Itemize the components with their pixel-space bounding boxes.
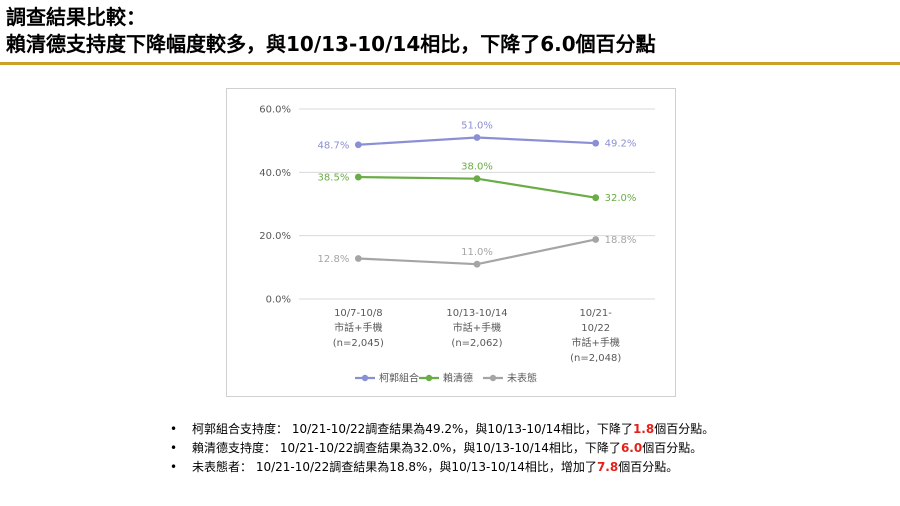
y-tick-label: 40.0% bbox=[259, 168, 291, 179]
data-point bbox=[354, 141, 362, 149]
bullet-mark: • bbox=[170, 441, 178, 455]
summary-value: 1.8 bbox=[632, 422, 655, 436]
summary-suffix: 個百分點。 bbox=[618, 460, 679, 474]
data-label: 49.2% bbox=[605, 139, 637, 150]
data-label: 48.7% bbox=[318, 140, 350, 151]
summary-value: 6.0 bbox=[620, 441, 643, 455]
page-subtitle: 賴清德支持度下降幅度較多，與10/13-10/14相比，下降了6.0個百分點 bbox=[6, 32, 656, 56]
bullet-mark: • bbox=[170, 460, 178, 474]
legend-label: 未表態 bbox=[507, 372, 537, 385]
summary-suffix: 個百分點。 bbox=[642, 441, 703, 455]
x-tick-label: 市話+手機 bbox=[571, 336, 619, 349]
x-tick-label: (n=2,048) bbox=[570, 353, 621, 364]
legend-marker bbox=[361, 374, 369, 382]
bullet-mark: • bbox=[170, 422, 178, 436]
y-tick-label: 0.0% bbox=[266, 295, 291, 306]
legend-label: 柯郭組合 bbox=[379, 372, 419, 385]
summary-text: 賴清德支持度： 10/21-10/22調查結果為32.0%，與10/13-10/… bbox=[192, 441, 621, 455]
x-tick-label: 10/7-10/8 bbox=[334, 308, 383, 319]
x-tick-label: (n=2,045) bbox=[333, 338, 384, 349]
title-block: 調查結果比較： 賴清德支持度下降幅度較多，與10/13-10/14相比，下降了6… bbox=[6, 4, 656, 58]
x-tick-label: 10/13-10/14 bbox=[446, 308, 507, 319]
data-point bbox=[473, 134, 481, 141]
summary-suffix: 個百分點。 bbox=[654, 422, 715, 436]
chart-frame: 0.0% 20.0% 40.0% 60.0% 10/7-10/8 市話+手機 (n=2,04… bbox=[226, 88, 676, 397]
x-tick-label: 市話+手機 bbox=[334, 321, 382, 334]
x-tick-label: (n=2,062) bbox=[451, 338, 502, 349]
summary-item: • 柯郭組合支持度： 10/21-10/22調查結果為49.2%，與10/13-1… bbox=[170, 420, 714, 439]
x-tick-label: 市話+手機 bbox=[453, 321, 501, 334]
data-label: 38.5% bbox=[318, 173, 350, 184]
page-title: 調查結果比較： bbox=[6, 5, 146, 29]
data-point bbox=[592, 236, 600, 243]
summary-value: 7.8 bbox=[596, 460, 619, 474]
y-tick-label: 60.0% bbox=[259, 105, 291, 116]
summary-item: • 賴清德支持度： 10/21-10/22調查結果為32.0%，與10/13-10… bbox=[170, 439, 714, 458]
legend-marker bbox=[489, 374, 497, 382]
x-tick-label: 10/21- bbox=[579, 308, 612, 319]
data-label: 32.0% bbox=[605, 193, 637, 204]
title-divider bbox=[0, 62, 900, 65]
data-point bbox=[592, 139, 600, 147]
data-label: 11.0% bbox=[461, 247, 493, 258]
data-label: 38.0% bbox=[461, 162, 493, 173]
y-tick-label: 20.0% bbox=[259, 231, 291, 242]
x-tick-label: 10/22 bbox=[581, 323, 610, 334]
data-point bbox=[592, 194, 600, 202]
data-point bbox=[473, 260, 481, 268]
summary-item: • 未表態者： 10/21-10/22調查結果為18.8%，與10/13-10/1… bbox=[170, 458, 714, 477]
data-point bbox=[354, 173, 362, 181]
summary-text: 柯郭組合支持度： 10/21-10/22調查結果為49.2%，與10/13-10… bbox=[192, 422, 633, 436]
legend-label: 賴清德 bbox=[443, 372, 473, 385]
data-point bbox=[473, 175, 481, 183]
summary-text: 未表態者： 10/21-10/22調查結果為18.8%，與10/13-10/14… bbox=[192, 460, 597, 474]
legend-marker bbox=[425, 374, 433, 382]
line-chart: 0.0% 20.0% 40.0% 60.0% 10/7-10/8 市話+手機 (n=2,04… bbox=[259, 105, 655, 385]
data-label: 18.8% bbox=[605, 235, 637, 246]
summary-list: • 柯郭組合支持度： 10/21-10/22調查結果為49.2%，與10/13-1… bbox=[170, 420, 714, 477]
data-label: 51.0% bbox=[461, 121, 493, 132]
data-point bbox=[354, 255, 362, 262]
data-label: 12.8% bbox=[318, 254, 350, 265]
